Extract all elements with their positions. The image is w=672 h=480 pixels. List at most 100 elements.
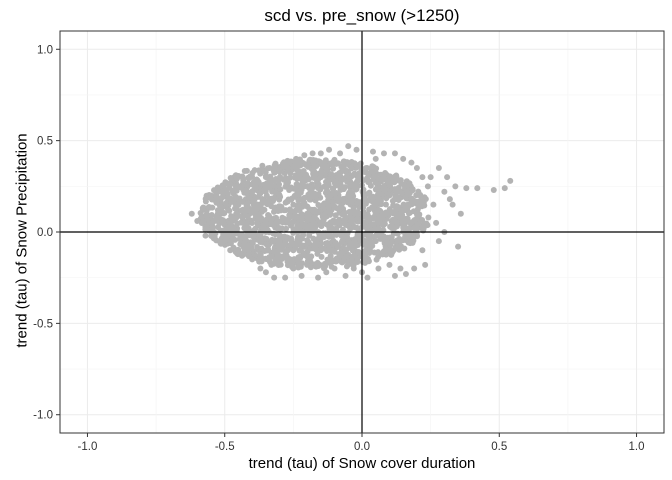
data-point <box>276 192 283 199</box>
data-point <box>237 241 244 248</box>
data-point <box>342 247 349 254</box>
data-point <box>254 221 261 228</box>
data-point <box>293 181 300 188</box>
data-point <box>297 253 304 260</box>
data-point <box>226 207 233 214</box>
data-point <box>221 238 228 245</box>
data-point <box>217 207 224 214</box>
data-point <box>293 214 300 221</box>
data-point <box>413 210 420 217</box>
data-point <box>372 173 379 180</box>
data-point <box>380 150 387 157</box>
data-point <box>394 237 401 244</box>
data-point <box>227 247 234 254</box>
axes: -1.0 -0.5 0.0 0.5 1.0 -1.0 -0.5 0.0 0.5 1.0 <box>33 30 665 453</box>
data-point <box>298 186 305 193</box>
data-point <box>372 155 379 162</box>
data-point <box>339 211 346 218</box>
data-point <box>411 265 418 272</box>
data-point <box>408 238 415 245</box>
data-point <box>377 235 384 242</box>
reference-lines <box>60 31 664 433</box>
data-point <box>391 174 398 181</box>
data-point <box>335 206 342 213</box>
data-point <box>225 224 232 231</box>
data-point <box>374 206 381 213</box>
data-point <box>282 207 289 214</box>
data-point <box>380 222 387 229</box>
data-point <box>271 169 278 176</box>
data-point <box>208 212 215 219</box>
data-point <box>365 170 372 177</box>
data-point <box>284 257 291 264</box>
data-point <box>357 216 364 223</box>
data-point <box>249 240 256 247</box>
data-point <box>309 189 316 196</box>
data-point <box>320 201 327 208</box>
data-point <box>309 150 316 157</box>
data-point <box>387 183 394 190</box>
data-point <box>340 186 347 193</box>
data-point <box>400 219 407 226</box>
data-point <box>291 256 298 263</box>
x-tick-label: -1.0 <box>78 441 98 453</box>
data-point <box>249 181 256 188</box>
data-point <box>213 199 220 206</box>
data-point <box>330 165 337 172</box>
data-point <box>311 164 318 171</box>
data-point <box>349 253 356 260</box>
data-point <box>409 187 416 194</box>
data-point <box>246 175 253 182</box>
data-point <box>348 218 355 225</box>
data-point <box>241 246 248 253</box>
data-point <box>400 155 407 162</box>
data-point <box>391 272 398 279</box>
data-point <box>343 233 350 240</box>
x-tick-label: -0.5 <box>215 441 235 453</box>
data-point <box>277 226 284 233</box>
data-point <box>507 177 514 184</box>
data-point <box>311 206 318 213</box>
data-point <box>372 179 379 186</box>
data-point <box>422 261 429 268</box>
data-point <box>339 196 346 203</box>
data-point <box>294 175 301 182</box>
data-point <box>354 200 361 207</box>
data-point <box>350 205 357 212</box>
data-point <box>325 240 332 247</box>
data-point <box>315 201 322 208</box>
data-point <box>329 201 336 208</box>
data-point <box>244 213 251 220</box>
data-point <box>351 224 358 231</box>
data-point <box>243 205 250 212</box>
data-point <box>221 186 228 193</box>
data-point <box>408 159 415 166</box>
data-point <box>228 198 235 205</box>
data-point <box>324 182 331 189</box>
data-point <box>417 193 424 200</box>
data-point <box>260 222 267 229</box>
data-point <box>232 195 239 202</box>
data-point <box>263 256 270 263</box>
data-point <box>317 150 324 157</box>
data-point <box>324 247 331 254</box>
data-point <box>188 210 195 217</box>
data-point <box>345 192 352 199</box>
data-point <box>255 215 262 222</box>
data-point <box>262 269 269 276</box>
data-point <box>337 181 344 188</box>
y-tick-label: 0.5 <box>37 136 53 148</box>
data-point <box>312 157 319 164</box>
data-point <box>351 170 358 177</box>
data-point <box>235 246 242 253</box>
x-tick-label: 0.5 <box>491 441 507 453</box>
data-point <box>199 205 206 212</box>
data-point <box>327 252 334 259</box>
data-point <box>303 253 310 260</box>
data-point <box>396 246 403 253</box>
data-point <box>288 236 295 243</box>
data-point <box>289 195 296 202</box>
data-point <box>302 161 309 168</box>
data-point <box>286 212 293 219</box>
data-point <box>345 143 352 150</box>
